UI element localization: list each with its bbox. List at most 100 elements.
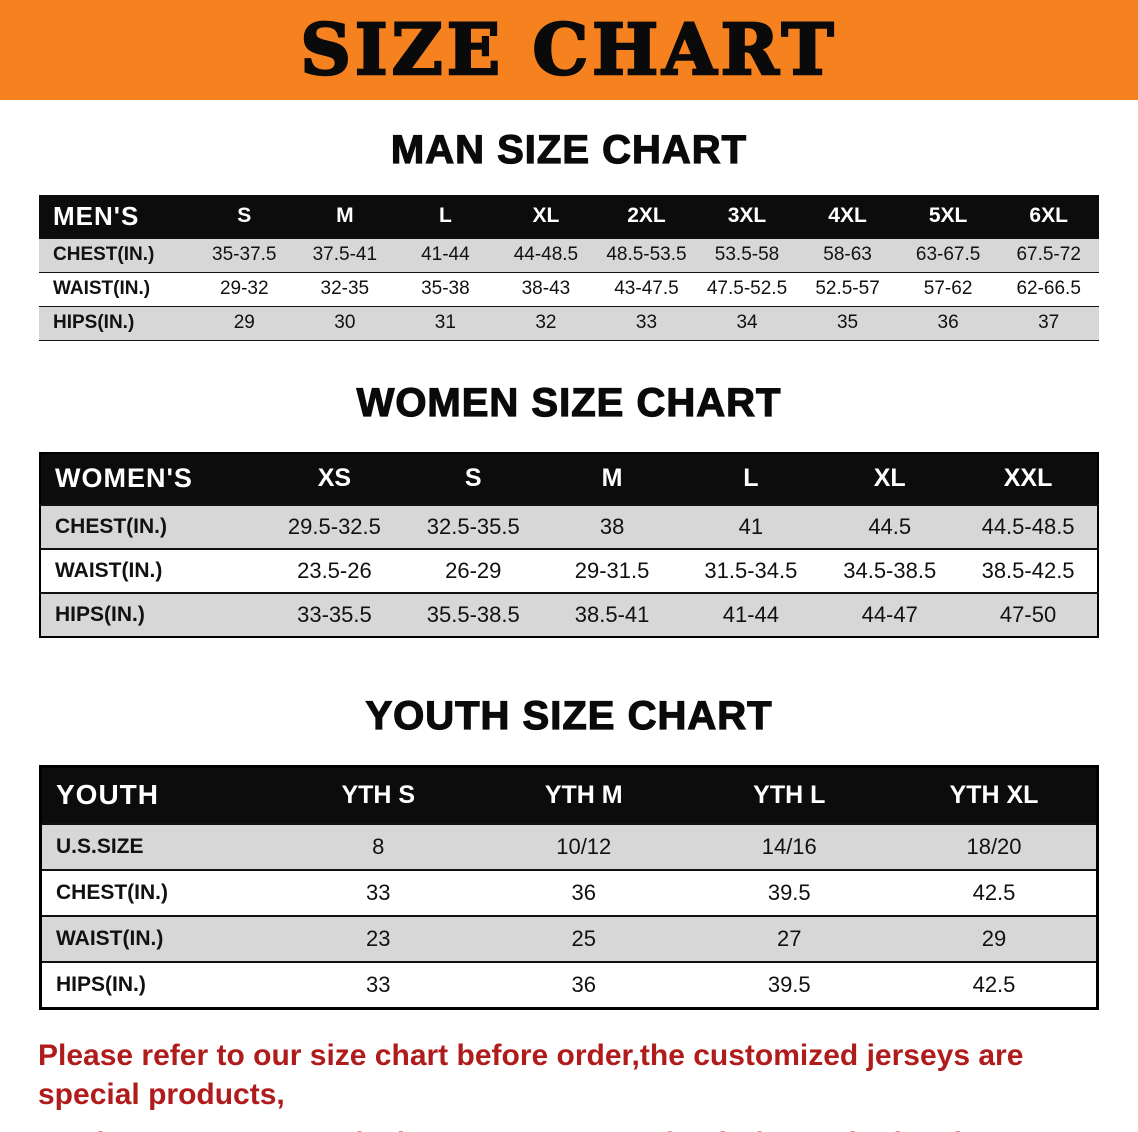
row-label: CHEST(IN.) bbox=[40, 503, 265, 549]
row-label: CHEST(IN.) bbox=[39, 237, 194, 272]
size-value-cell: 36 bbox=[481, 961, 687, 1009]
size-value-cell: 29-31.5 bbox=[542, 547, 682, 593]
size-value-cell: 29 bbox=[892, 915, 1098, 962]
table-row: U.S.SIZE 8 10/12 14/16 18/20 bbox=[40, 823, 1098, 870]
size-value-cell: 47-50 bbox=[959, 591, 1098, 637]
table-corner-label: MEN'S bbox=[39, 195, 194, 238]
size-column-header: M bbox=[294, 195, 396, 238]
size-value-cell: 33-35.5 bbox=[265, 591, 404, 637]
youth-size-table: YOUTH YTH S YTH M YTH L YTH XL U.S.SIZE 8 10/12… bbox=[39, 764, 1099, 1010]
size-column-header: 5XL bbox=[897, 195, 999, 238]
table-row: HIPS(IN.) 33-35.5 35.5-38.5 38.5-41 41-44 44-… bbox=[40, 591, 1098, 637]
size-value-cell: 31 bbox=[395, 305, 496, 341]
youth-section-heading: YOUTH SIZE CHART bbox=[365, 693, 773, 738]
table-row: WAIST(IN.) 23.5-26 26-29 29-31.5 31.5-34.5 34… bbox=[40, 547, 1098, 593]
size-value-cell: 33 bbox=[596, 305, 697, 341]
size-value-cell: 63-67.5 bbox=[897, 237, 999, 272]
size-value-cell: 41-44 bbox=[395, 237, 496, 272]
size-value-cell: 37.5-41 bbox=[294, 237, 396, 272]
size-value-cell: 44.5-48.5 bbox=[959, 503, 1098, 549]
size-column-header: L bbox=[395, 195, 496, 238]
table-header-row: WOMEN'S XS S M L XL XXL bbox=[40, 452, 1098, 505]
size-value-cell: 32-35 bbox=[294, 271, 396, 306]
size-value-cell: 62-66.5 bbox=[998, 271, 1099, 306]
size-column-header: L bbox=[681, 452, 821, 505]
size-value-cell: 34.5-38.5 bbox=[820, 547, 960, 593]
size-value-cell: 44-48.5 bbox=[495, 237, 597, 272]
size-value-cell: 43-47.5 bbox=[596, 271, 697, 306]
size-value-cell: 27 bbox=[686, 915, 892, 962]
size-value-cell: 38 bbox=[542, 503, 682, 549]
size-value-cell: 31.5-34.5 bbox=[681, 547, 821, 593]
women-section-heading: WOMEN SIZE CHART bbox=[356, 380, 782, 425]
size-value-cell: 25 bbox=[481, 915, 687, 962]
size-chart-content: MAN SIZE CHART MEN'S S M L XL 2XL 3XL 4XL 5XL 6XL… bbox=[0, 100, 1138, 1132]
size-value-cell: 10/12 bbox=[481, 823, 687, 870]
size-value-cell: 67.5-72 bbox=[998, 237, 1099, 272]
row-label: HIPS(IN.) bbox=[39, 305, 194, 341]
size-value-cell: 32.5-35.5 bbox=[403, 503, 543, 549]
size-column-header: XL bbox=[820, 452, 960, 505]
size-value-cell: 53.5-58 bbox=[696, 237, 798, 272]
size-value-cell: 26-29 bbox=[403, 547, 543, 593]
size-value-cell: 47.5-52.5 bbox=[696, 271, 798, 306]
table-row: WAIST(IN.) 23 25 27 29 bbox=[40, 915, 1098, 962]
row-label: WAIST(IN.) bbox=[40, 915, 276, 962]
size-value-cell: 38.5-42.5 bbox=[959, 547, 1098, 593]
size-value-cell: 52.5-57 bbox=[797, 271, 898, 306]
size-value-cell: 41-44 bbox=[681, 591, 821, 637]
size-value-cell: 41 bbox=[681, 503, 821, 549]
table-header-row: MEN'S S M L XL 2XL 3XL 4XL 5XL 6XL bbox=[39, 195, 1099, 238]
size-column-header: YTH L bbox=[686, 766, 892, 824]
table-header-row: YOUTH YTH S YTH M YTH L YTH XL bbox=[40, 766, 1098, 824]
footer-disclaimer: Please refer to our size chart before or… bbox=[0, 1010, 1138, 1132]
size-column-header: 6XL bbox=[998, 195, 1099, 238]
size-chart-banner: SIZE CHART bbox=[0, 0, 1138, 100]
women-size-section: WOMEN SIZE CHART WOMEN'S XS S M L XL XXL CHEST(… bbox=[0, 341, 1138, 638]
table-row: WAIST(IN.) 29-32 32-35 35-38 38-43 43-47.5 47.… bbox=[39, 271, 1099, 306]
size-column-header: XL bbox=[495, 195, 597, 238]
size-value-cell: 29.5-32.5 bbox=[265, 503, 404, 549]
size-column-header: S bbox=[403, 452, 543, 505]
size-column-header: YTH M bbox=[481, 766, 687, 824]
table-row: CHEST(IN.) 35-37.5 37.5-41 41-44 44-48.5 48.5… bbox=[39, 237, 1099, 272]
size-column-header: YTH S bbox=[275, 766, 481, 824]
table-row: CHEST(IN.) 33 36 39.5 42.5 bbox=[40, 869, 1098, 916]
size-value-cell: 18/20 bbox=[892, 823, 1098, 870]
row-label: WAIST(IN.) bbox=[40, 547, 265, 593]
size-value-cell: 35-38 bbox=[395, 271, 496, 306]
size-value-cell: 35-37.5 bbox=[194, 237, 295, 272]
banner-title: SIZE CHART bbox=[299, 8, 838, 91]
size-value-cell: 42.5 bbox=[892, 961, 1098, 1009]
size-value-cell: 14/16 bbox=[686, 823, 892, 870]
row-label: HIPS(IN.) bbox=[40, 961, 276, 1009]
size-column-header: S bbox=[194, 195, 295, 238]
size-value-cell: 33 bbox=[275, 869, 481, 916]
size-value-cell: 29-32 bbox=[194, 271, 295, 306]
size-value-cell: 36 bbox=[897, 305, 999, 341]
size-value-cell: 34 bbox=[696, 305, 798, 341]
size-column-header: XXL bbox=[959, 452, 1098, 505]
size-value-cell: 32 bbox=[495, 305, 597, 341]
table-corner-label: YOUTH bbox=[40, 766, 276, 824]
footer-note-line2: we don't accept cancel, change, teturn o… bbox=[38, 1124, 1104, 1132]
youth-size-section: YOUTH SIZE CHART YOUTH YTH S YTH M YTH L YTH… bbox=[0, 638, 1138, 1010]
size-value-cell: 42.5 bbox=[892, 869, 1098, 916]
table-row: HIPS(IN.) 33 36 39.5 42.5 bbox=[40, 961, 1098, 1009]
size-value-cell: 33 bbox=[275, 961, 481, 1009]
size-value-cell: 35 bbox=[797, 305, 898, 341]
row-label: CHEST(IN.) bbox=[40, 869, 276, 916]
size-value-cell: 38-43 bbox=[495, 271, 597, 306]
size-value-cell: 8 bbox=[275, 823, 481, 870]
size-value-cell: 39.5 bbox=[686, 961, 892, 1009]
size-column-header: YTH XL bbox=[892, 766, 1098, 824]
size-value-cell: 23 bbox=[275, 915, 481, 962]
size-value-cell: 48.5-53.5 bbox=[596, 237, 697, 272]
size-column-header: 4XL bbox=[797, 195, 898, 238]
size-value-cell: 58-63 bbox=[797, 237, 898, 272]
table-row: CHEST(IN.) 29.5-32.5 32.5-35.5 38 41 44.5 44.5… bbox=[40, 503, 1098, 549]
women-size-table: WOMEN'S XS S M L XL XXL CHEST(IN.) 29.5-32.5 32.5… bbox=[39, 451, 1099, 638]
size-value-cell: 39.5 bbox=[686, 869, 892, 916]
size-value-cell: 44-47 bbox=[820, 591, 960, 637]
size-column-header: 3XL bbox=[696, 195, 798, 238]
